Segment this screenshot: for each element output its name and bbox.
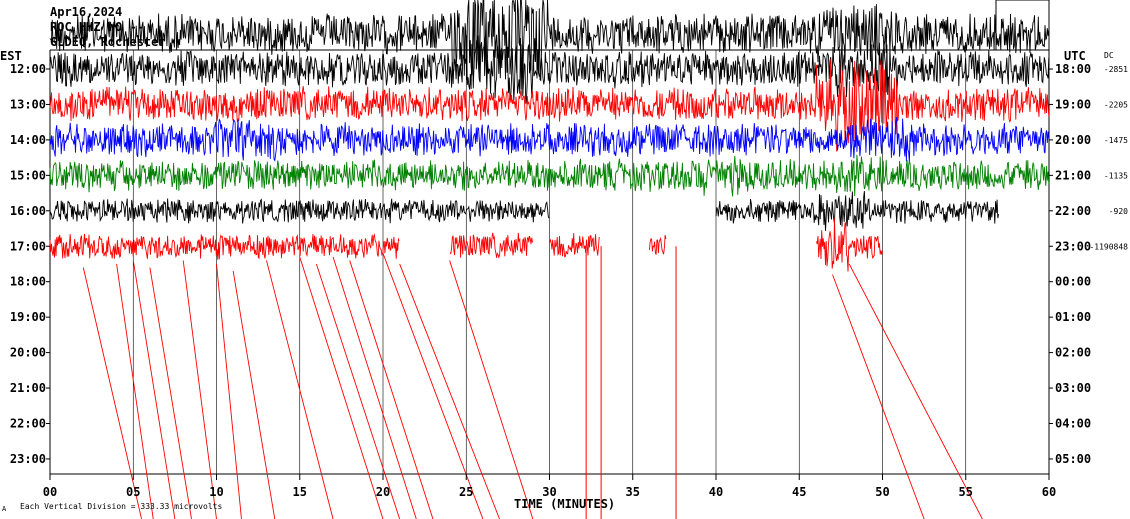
x-tick-label: 20	[376, 485, 390, 499]
utc-row-label: 18:00	[1055, 62, 1091, 76]
utc-row-label: 19:00	[1055, 97, 1091, 111]
est-row-label: 12:00	[10, 62, 46, 76]
x-tick-label: 15	[293, 485, 307, 499]
x-axis-label: TIME (MINUTES)	[514, 497, 615, 511]
x-tick-label: 50	[875, 485, 889, 499]
dc-offset-label: -1190848	[1089, 242, 1128, 251]
est-zone-label: EST	[0, 49, 22, 63]
utc-row-label: 21:00	[1055, 168, 1091, 182]
decay-line	[332, 256, 417, 519]
decay-line	[132, 260, 176, 519]
minute-gridlines	[132, 50, 967, 474]
utc-row-label: 20:00	[1055, 133, 1091, 147]
dc-offset-label: -1135	[1104, 171, 1128, 180]
utc-zone-label: UTC	[1064, 49, 1086, 63]
utc-row-label: 02:00	[1055, 346, 1091, 360]
decay-line	[216, 263, 242, 519]
row-labels: 12:00 18:00 13:00 19:00 14:00 20:00 15:00 21:00…	[10, 62, 1128, 466]
footer-note: Each Vertical Division = 333.33 microvol…	[20, 502, 222, 511]
utc-row-label: 03:00	[1055, 381, 1091, 395]
seismic-trace	[49, 218, 883, 272]
seismic-trace	[49, 117, 1050, 163]
utc-row-label: 05:00	[1055, 452, 1091, 466]
est-row-label: 20:00	[10, 346, 46, 360]
x-tick-label: 10	[209, 485, 223, 499]
decay-line	[182, 260, 217, 519]
decay-line	[149, 267, 192, 519]
decay-line	[832, 274, 925, 519]
decay-line	[82, 267, 143, 519]
utc-row-label: 00:00	[1055, 275, 1091, 289]
est-row-label: 14:00	[10, 133, 46, 147]
est-row-label: 22:00	[10, 417, 46, 431]
x-axis-ticks: 00 05 10 15 20 25 30 35 40 45 50 55 60	[43, 474, 1056, 499]
seismic-trace	[49, 59, 1050, 152]
x-tick-label: 05	[126, 485, 140, 499]
utc-row-label: 22:00	[1055, 204, 1091, 218]
seismic-trace	[49, 0, 1050, 85]
x-tick-label: 30	[542, 485, 556, 499]
est-row-label: 17:00	[10, 239, 46, 253]
seismic-trace	[49, 154, 1050, 197]
seismic-traces	[49, 0, 1050, 272]
decay-lines	[82, 246, 983, 519]
seismic-trace	[49, 191, 1000, 231]
decay-line	[399, 263, 500, 519]
dc-offset-label: -2205	[1104, 100, 1128, 109]
est-row-label: 18:00	[10, 275, 46, 289]
est-row-label: 15:00	[10, 168, 46, 182]
decay-line	[382, 253, 484, 519]
utc-row-label: 23:00	[1055, 239, 1091, 253]
dc-offset-label: -920	[1109, 207, 1128, 216]
decay-line	[315, 263, 401, 519]
decay-line	[349, 260, 434, 519]
est-row-label: 19:00	[10, 310, 46, 324]
x-tick-label: 55	[959, 485, 973, 499]
utc-row-label: 04:00	[1055, 417, 1091, 431]
decay-line	[848, 263, 983, 519]
est-row-label: 23:00	[10, 452, 46, 466]
decay-line	[266, 260, 334, 519]
est-row-label: 21:00	[10, 381, 46, 395]
x-tick-label: 35	[626, 485, 640, 499]
dc-offset-label: -2851	[1104, 65, 1128, 74]
decay-line	[116, 263, 154, 519]
dc-label: DC	[1104, 51, 1114, 60]
est-row-label: 16:00	[10, 204, 46, 218]
x-tick-label: 25	[459, 485, 473, 499]
decay-line	[449, 260, 534, 519]
dc-offset-label: -1475	[1104, 136, 1128, 145]
x-tick-label: 40	[709, 485, 723, 499]
x-tick-label: 00	[43, 485, 57, 499]
decay-line	[232, 270, 276, 519]
est-row-label: 13:00	[10, 97, 46, 111]
date-label: Apr16,2024	[50, 5, 122, 19]
footer-mark: A	[2, 505, 7, 513]
x-tick-label: 60	[1042, 485, 1056, 499]
decay-line	[299, 256, 384, 519]
utc-row-label: 01:00	[1055, 310, 1091, 324]
x-tick-label: 45	[792, 485, 806, 499]
